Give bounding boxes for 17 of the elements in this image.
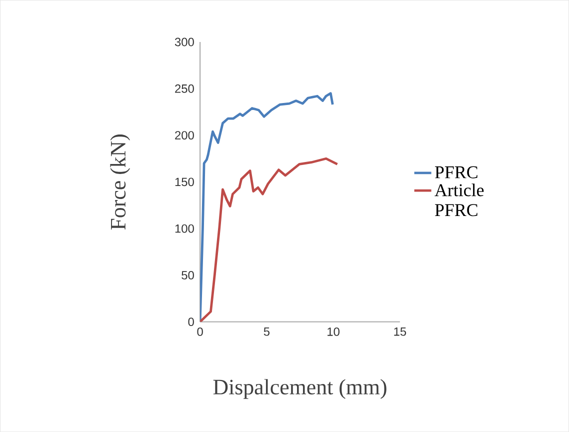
x-tick-label: 10 <box>328 327 340 336</box>
x-tick-label: 5 <box>264 327 270 336</box>
y-axis-title: Force (kN) <box>110 134 130 230</box>
y-tick-label: 0 <box>188 318 194 326</box>
y-tick-label: 300 <box>174 38 194 46</box>
x-axis-title: Dispalcement (mm) <box>213 379 386 399</box>
line-series <box>200 92 334 322</box>
y-tick-label: 150 <box>175 178 194 186</box>
x-tick-label: 15 <box>394 327 406 336</box>
y-tick-label: 200 <box>175 131 194 140</box>
y-tick-label: 100 <box>175 224 194 233</box>
line-series <box>200 157 338 322</box>
y-tick-label: 50 <box>182 270 194 280</box>
legend-label: Article PFRC <box>434 184 484 216</box>
y-tick-label: 250 <box>175 84 194 93</box>
legend-label: PFRC <box>435 166 478 178</box>
x-tick-label: 0 <box>197 327 203 336</box>
